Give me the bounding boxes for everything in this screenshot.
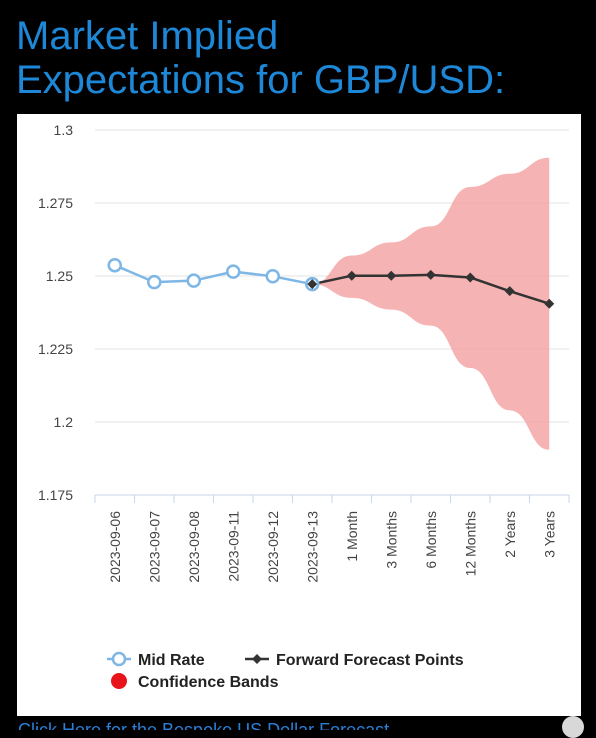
x-tick-label: 2023-09-11 — [225, 511, 241, 582]
confidence-band — [312, 157, 550, 450]
y-tick-label: 1.2 — [54, 414, 74, 430]
x-tick-label: 2023-09-08 — [186, 511, 202, 583]
mid-rate-point — [107, 257, 122, 273]
x-axis-ticks: 2023-09-06 2023-09-07 2023-09-08 2023-09-11… — [107, 511, 558, 583]
chart-title-line-2: Expectations for GBP/USD: — [16, 58, 506, 102]
legend[interactable]: Mid Rate Forward Forecast Points Confide… — [107, 651, 464, 691]
forward-forecast-points-point — [544, 298, 555, 309]
x-axis — [94, 494, 570, 503]
confidence-band-layer — [312, 157, 550, 450]
mid-rate-point — [147, 274, 162, 290]
footer-link[interactable]: Click Here for the Bespoke US Dollar For… — [18, 720, 390, 730]
forward-forecast-points-point — [346, 270, 357, 281]
forward-forecast-points-point — [425, 269, 436, 280]
legend-confidence-label: Confidence Bands — [138, 674, 279, 691]
legend-item-confidence-bands[interactable]: Confidence Bands — [111, 673, 279, 691]
forward-forecast-points-point — [504, 286, 515, 297]
y-tick-label: 1.175 — [38, 487, 73, 503]
legend-item-forward-forecast[interactable]: Forward Forecast Points — [245, 652, 464, 669]
chart-panel: 1.175 1.2 1.225 1.25 1.275 1.3 2023-09-06 2023… — [17, 114, 581, 716]
x-tick-label: 2023-09-07 — [146, 511, 162, 583]
chart-title-line-1: Market Implied — [16, 14, 279, 58]
x-tick-label: 1 Month — [344, 511, 360, 562]
legend-confidence-marker — [111, 673, 127, 689]
mid-rate-point — [186, 273, 201, 288]
forward-forecast-points-point — [307, 279, 318, 290]
mid-rate-point — [226, 264, 241, 279]
mid-rate-point — [265, 269, 280, 284]
y-tick-label: 1.3 — [54, 122, 74, 138]
forward-forecast-points-point — [465, 272, 476, 283]
mid-rate-line — [114, 264, 313, 286]
legend-forward-marker — [252, 654, 262, 664]
y-tick-label: 1.275 — [38, 195, 73, 211]
x-tick-label: 6 Months — [423, 511, 439, 569]
forward-forecast-points-point — [386, 270, 397, 281]
legend-item-mid-rate[interactable]: Mid Rate — [107, 651, 205, 669]
legend-forward-label: Forward Forecast Points — [276, 652, 464, 669]
series-markers — [107, 257, 555, 309]
x-tick-label: 2023-09-12 — [265, 511, 281, 583]
x-tick-label: 12 Months — [462, 511, 478, 576]
x-tick-label: 2023-09-06 — [107, 511, 123, 583]
y-tick-label: 1.25 — [46, 268, 73, 284]
y-tick-label: 1.225 — [38, 341, 73, 357]
x-tick-label: 3 Months — [383, 511, 399, 569]
scroll-top-button[interactable] — [562, 716, 584, 738]
x-tick-label: 3 Years — [541, 511, 557, 558]
x-tick-label: 2 Years — [502, 511, 518, 558]
chart-title: Market Implied Expectations for GBP/USD: — [16, 14, 505, 102]
legend-mid-rate-marker — [111, 651, 127, 667]
y-axis-ticks: 1.175 1.2 1.225 1.25 1.275 1.3 — [38, 122, 73, 503]
x-tick-label: 2023-09-13 — [304, 511, 320, 583]
legend-mid-rate-label: Mid Rate — [138, 652, 205, 669]
